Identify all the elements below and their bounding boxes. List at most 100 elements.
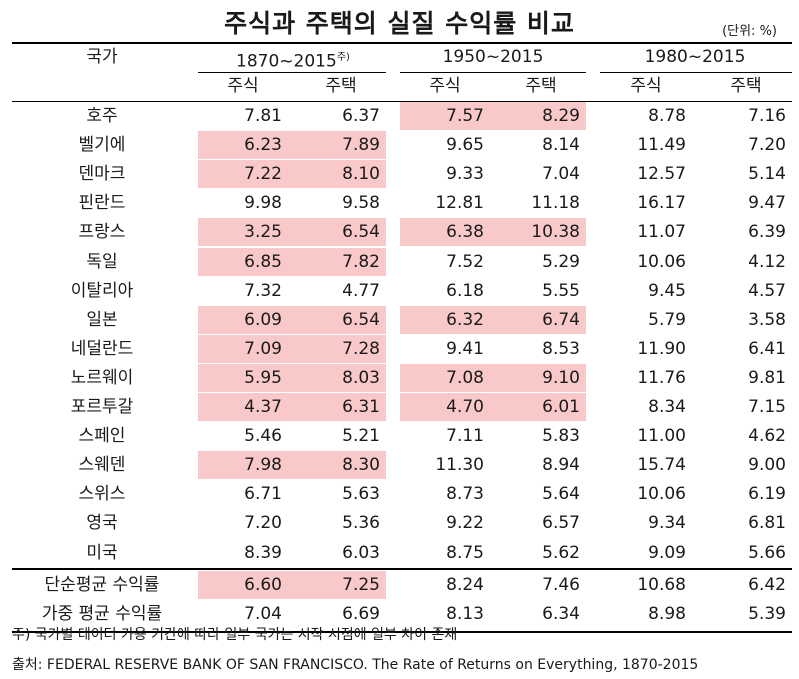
- highlight-band: [400, 305, 586, 334]
- house-return-cell: 8.10: [342, 164, 380, 185]
- stock-return-cell: 9.34: [648, 513, 686, 534]
- house-return-cell: 6.03: [342, 542, 380, 563]
- highlight-band: [198, 451, 386, 480]
- stock-return-cell: 6.38: [446, 222, 484, 243]
- row-country: 프랑스: [78, 222, 126, 243]
- stock-return-cell: 11.07: [637, 222, 686, 243]
- house-return-cell: 7.16: [748, 106, 786, 126]
- stock-return-cell: 11.90: [637, 338, 686, 359]
- page-title: 주식과 주택의 실질 수익률 비교: [224, 9, 575, 38]
- house-return-cell: 4.77: [342, 280, 380, 301]
- header-period-1950: 1950~2015: [442, 47, 544, 67]
- highlight-band: [400, 393, 586, 421]
- house-return-cell: 9.00: [748, 455, 786, 476]
- row-country: 가중 평균 수익률: [41, 603, 163, 624]
- stock-return-cell: 9.65: [446, 135, 484, 156]
- row-country: 영국: [86, 513, 118, 534]
- house-return-cell: 5.62: [542, 542, 580, 563]
- stock-return-cell: 12.81: [435, 193, 484, 214]
- header-bottom-rule: [12, 101, 792, 102]
- house-return-cell: 8.03: [342, 367, 380, 388]
- house-return-cell: 7.15: [748, 397, 786, 417]
- stock-return-cell: 11.30: [435, 455, 484, 476]
- header-stock-3: 주식: [630, 76, 662, 96]
- period-underline-2: [400, 72, 586, 73]
- stock-return-cell: 8.73: [446, 484, 484, 505]
- footnote: 주) 국가별 데이터 가용 기간에 따라 일부 국가는 시작 시점에 일부 차이…: [12, 627, 458, 643]
- stock-return-cell: 7.20: [244, 513, 282, 534]
- stock-return-cell: 7.52: [446, 251, 484, 272]
- highlight-band: [198, 393, 386, 421]
- house-return-cell: 7.20: [748, 135, 786, 156]
- row-country: 핀란드: [78, 193, 126, 214]
- highlight-band: [400, 218, 586, 247]
- house-return-cell: 8.14: [542, 135, 580, 156]
- stock-return-cell: 6.71: [244, 484, 282, 505]
- house-return-cell: 9.58: [342, 193, 380, 214]
- house-return-cell: 8.30: [342, 455, 380, 476]
- stock-return-cell: 9.33: [446, 164, 484, 185]
- stock-return-cell: 16.17: [637, 193, 686, 214]
- house-return-cell: 5.21: [342, 426, 380, 447]
- house-return-cell: 5.36: [342, 513, 380, 534]
- header-house-3: 주택: [730, 76, 762, 96]
- stock-return-cell: 15.74: [637, 455, 686, 476]
- stock-return-cell: 8.39: [244, 542, 282, 563]
- stock-return-cell: 7.98: [244, 455, 282, 476]
- stock-return-cell: 11.49: [637, 135, 686, 156]
- stock-return-cell: 7.32: [244, 280, 282, 301]
- house-return-cell: 4.57: [748, 280, 786, 301]
- highlight-band: [198, 334, 386, 363]
- stock-return-cell: 12.57: [637, 164, 686, 185]
- house-return-cell: 5.14: [748, 164, 786, 185]
- house-return-cell: 7.28: [342, 338, 380, 359]
- stock-return-cell: 9.98: [244, 193, 282, 214]
- row-country: 독일: [86, 251, 118, 272]
- row-country: 스페인: [78, 426, 126, 447]
- stock-return-cell: 9.22: [446, 513, 484, 534]
- highlight-band: [198, 160, 386, 189]
- house-return-cell: 7.82: [342, 251, 380, 272]
- row-country: 네덜란드: [70, 338, 134, 359]
- stock-return-cell: 6.09: [244, 309, 282, 330]
- house-return-cell: 6.31: [342, 397, 380, 417]
- row-country: 일본: [86, 309, 118, 330]
- house-return-cell: 6.39: [748, 222, 786, 243]
- stock-return-cell: 11.76: [637, 367, 686, 388]
- header-period-1980: 1980~2015: [644, 47, 746, 67]
- stock-return-cell: 7.81: [244, 106, 282, 126]
- header-stock-2: 주식: [429, 76, 461, 96]
- source-note: 출처: FEDERAL RESERVE BANK OF SAN FRANCISC…: [12, 657, 699, 673]
- row-country: 호주: [86, 106, 118, 126]
- header-stock-1: 주식: [227, 76, 259, 96]
- house-return-cell: 5.29: [542, 251, 580, 272]
- house-return-cell: 6.57: [542, 513, 580, 534]
- unit-label: (단위: %): [722, 24, 777, 39]
- stock-return-cell: 7.04: [244, 603, 282, 624]
- stock-return-cell: 10.06: [637, 484, 686, 505]
- house-return-cell: 5.39: [748, 603, 786, 624]
- house-return-cell: 6.19: [748, 484, 786, 505]
- stock-return-cell: 8.78: [648, 106, 686, 126]
- period-underline-1: [198, 72, 386, 73]
- stock-return-cell: 4.70: [446, 397, 484, 417]
- stock-return-cell: 5.95: [244, 367, 282, 388]
- row-country: 포르투갈: [70, 397, 134, 417]
- row-country: 미국: [86, 542, 118, 563]
- highlight-band: [198, 218, 386, 247]
- stock-return-cell: 10.68: [637, 574, 686, 595]
- stock-return-cell: 4.37: [244, 397, 282, 417]
- summary-rule: [12, 567, 792, 570]
- header-house-1: 주택: [325, 76, 357, 96]
- house-return-cell: 6.74: [542, 309, 580, 330]
- house-return-cell: 6.37: [342, 106, 380, 126]
- stock-return-cell: 8.24: [446, 574, 484, 595]
- header-period-1870: 1870~2015주): [236, 51, 350, 72]
- house-return-cell: 7.46: [542, 574, 580, 595]
- house-return-cell: 9.47: [748, 193, 786, 214]
- header-country: 국가: [86, 47, 118, 67]
- stock-return-cell: 6.60: [244, 574, 282, 595]
- stock-return-cell: 6.85: [244, 251, 282, 272]
- row-country: 단순평균 수익률: [44, 574, 160, 595]
- stock-return-cell: 8.34: [648, 397, 686, 417]
